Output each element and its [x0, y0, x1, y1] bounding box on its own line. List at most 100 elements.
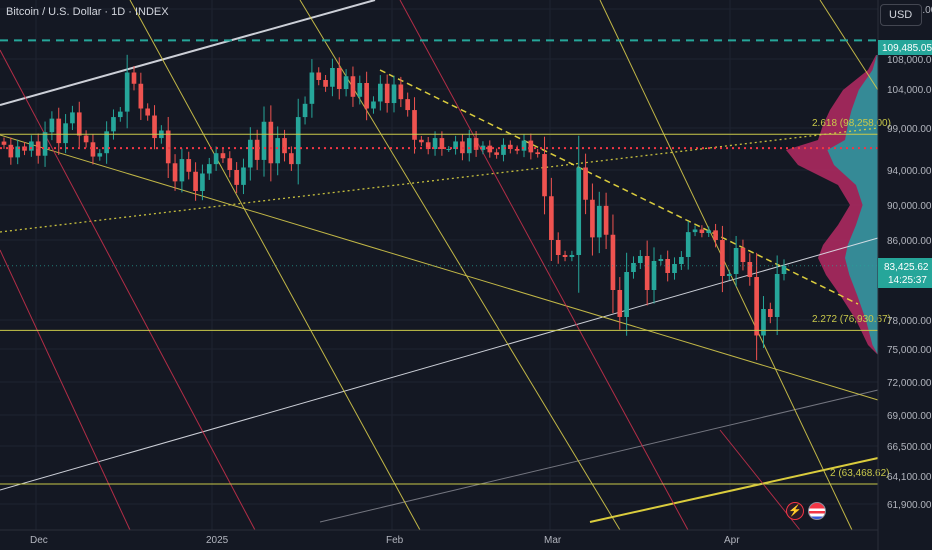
- candle-body: [172, 163, 178, 182]
- candle-body: [186, 159, 192, 172]
- candle-body: [569, 255, 575, 257]
- price-badges: 109,485.05 83,425.62 14:25:37: [878, 40, 932, 288]
- candle-body: [487, 145, 493, 153]
- price-tick-label: 108,000.00: [887, 55, 932, 66]
- candle-body: [42, 132, 48, 156]
- candle-body: [453, 141, 458, 149]
- trend-line: [129, 0, 421, 531]
- candle-body: [234, 170, 239, 185]
- candle-body: [56, 118, 62, 144]
- candle-body: [323, 80, 328, 87]
- candle-body: [781, 265, 787, 274]
- price-tick-label: 86,000.00: [887, 236, 932, 247]
- fib-labels: 2.618 (98,258.00) 2.272 (76,930.67) 2 (6…: [812, 118, 891, 479]
- trend-line: [0, 237, 879, 491]
- candle-body: [357, 83, 363, 97]
- candle-body: [220, 153, 226, 159]
- candle-body: [15, 146, 21, 158]
- candle-body: [631, 263, 636, 272]
- candle-body: [672, 264, 677, 273]
- candle-body: [200, 173, 205, 191]
- time-tick-label: Apr: [724, 535, 740, 546]
- candle-body: [302, 103, 308, 118]
- candle-body: [330, 68, 335, 87]
- candle-body: [405, 99, 411, 111]
- candle-body: [247, 139, 253, 168]
- candle-body: [555, 240, 561, 255]
- candle-body: [761, 309, 766, 336]
- candle-body: [268, 121, 274, 164]
- candle-body: [261, 121, 267, 160]
- candle-body: [90, 142, 96, 157]
- candle-body: [432, 138, 438, 149]
- candle-body: [473, 138, 479, 150]
- candle-body: [610, 234, 616, 290]
- candle-body: [651, 261, 657, 290]
- price-tick-label: 104,000.00: [887, 85, 932, 96]
- trend-line: [0, 127, 879, 233]
- candle-body: [596, 205, 602, 238]
- candle-body: [637, 256, 643, 263]
- candle-body: [466, 138, 472, 154]
- candle-body: [295, 117, 301, 165]
- trend-line: [819, 0, 879, 91]
- candle-body: [131, 72, 137, 84]
- candle-body: [624, 272, 629, 317]
- candle-body: [679, 257, 684, 264]
- candle-body: [104, 131, 109, 154]
- candle-body: [439, 138, 445, 149]
- candle-body: [213, 153, 219, 165]
- fib-label-lower: 2 (63,468.62): [830, 468, 890, 479]
- trend-line: [0, 249, 131, 531]
- candle-body: [542, 154, 547, 197]
- candle-body: [165, 130, 171, 164]
- current-price-badge: [878, 258, 932, 288]
- candle-body: [507, 144, 513, 149]
- candle-body: [494, 152, 499, 155]
- candle-body: [282, 138, 287, 154]
- candle-body: [138, 83, 144, 109]
- price-tick-label: 64,100.00: [887, 472, 932, 483]
- us-flag-icon[interactable]: [808, 502, 826, 520]
- chart-title: Bitcoin / U.S. Dollar · 1D · INDEX: [6, 6, 169, 18]
- price-tick-label: 90,000.00: [887, 201, 932, 212]
- candle-body: [254, 139, 260, 160]
- candle-body: [774, 274, 780, 317]
- candle-body: [576, 167, 582, 255]
- candle-body: [521, 140, 527, 151]
- trend-line: [0, 134, 879, 401]
- price-tick-label: 69,000.00: [887, 411, 932, 422]
- candle-body: [76, 112, 82, 136]
- candle-body: [590, 199, 595, 238]
- trend-line: [319, 389, 879, 523]
- candle-body: [70, 112, 75, 124]
- candle-body: [726, 274, 732, 276]
- candle-body: [767, 309, 773, 317]
- trend-line: [589, 457, 879, 523]
- candle-body: [289, 153, 294, 165]
- time-axis[interactable]: Dec 2025 Feb Mar Apr: [0, 529, 878, 546]
- candle-body: [384, 83, 390, 104]
- currency-button[interactable]: USD: [880, 4, 922, 26]
- candle-body: [692, 229, 698, 233]
- lightning-icon[interactable]: ⚡: [786, 502, 804, 520]
- price-tick-label: 94,000.00: [887, 166, 932, 177]
- candle-body: [124, 72, 130, 112]
- price-tick-label: 75,000.00: [887, 345, 932, 356]
- candle-body: [562, 255, 568, 257]
- candle-body: [391, 84, 397, 104]
- time-tick-label: Feb: [386, 535, 404, 546]
- countdown-text: 14:25:37: [888, 275, 927, 286]
- candle-body: [747, 262, 753, 277]
- candle-body: [685, 232, 691, 257]
- candle-body: [377, 83, 383, 102]
- candle-body: [117, 111, 123, 118]
- price-tick-label: 66,500.00: [887, 442, 932, 453]
- candle-body: [699, 229, 705, 233]
- trend-line: [379, 69, 859, 305]
- candle-body: [501, 144, 506, 155]
- candle-body: [480, 145, 486, 150]
- candle-body: [720, 240, 725, 276]
- candle-body: [644, 256, 650, 290]
